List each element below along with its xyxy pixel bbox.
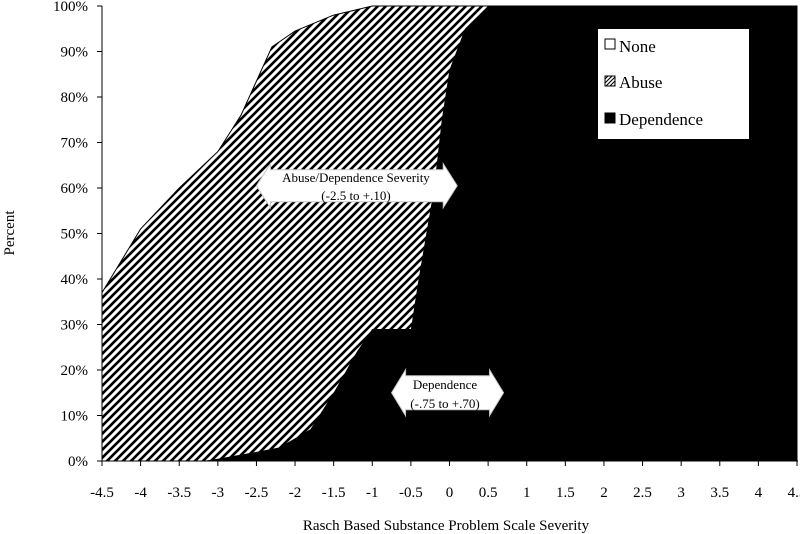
y-tick-label: 100% <box>53 0 88 15</box>
double-arrow-icon <box>255 162 458 210</box>
x-axis-title: Rasch Based Substance Problem Scale Seve… <box>303 518 590 534</box>
x-tick-label: -2 <box>289 485 302 501</box>
y-tick-label: 20% <box>61 363 89 379</box>
x-tick-label: -3.5 <box>167 485 191 501</box>
legend-swatch-abuse <box>604 75 616 87</box>
x-tick-label: 2 <box>600 485 608 501</box>
legend-swatch-dependence <box>604 112 616 124</box>
callout-2-line-1: Dependence <box>413 377 477 392</box>
legend-box <box>598 29 749 139</box>
y-axis-title: Percent <box>2 210 18 256</box>
x-tick-label: 1.5 <box>556 485 575 501</box>
x-tick-label: 1 <box>523 485 531 501</box>
y-tick-label: 70% <box>61 136 89 152</box>
x-tick-label: 4.5 <box>788 485 800 501</box>
y-tick-label: 50% <box>61 227 89 243</box>
x-tick-label: -4.5 <box>90 485 114 501</box>
x-tick-label: 3 <box>677 485 685 501</box>
x-tick-label: -0.5 <box>399 485 423 501</box>
callout-abuse-dependence: Abuse/Dependence Severity (-2.5 to +.10) <box>255 162 458 210</box>
y-tick-label: 40% <box>61 272 89 288</box>
double-arrow-icon <box>390 367 505 418</box>
y-tick-label: 90% <box>61 45 89 61</box>
x-tick-label: -1 <box>366 485 379 501</box>
x-tick-label: -2.5 <box>245 485 269 501</box>
y-tick-label: 80% <box>61 90 89 106</box>
legend: None Abuse Dependence <box>598 29 749 139</box>
legend-label-none: None <box>619 37 656 56</box>
callout-1-line-2: (-2.5 to +.10) <box>321 188 390 203</box>
legend-swatch-none <box>604 38 616 50</box>
callout-2-line-2: (-.75 to +.70) <box>410 396 479 411</box>
y-tick-label: 0% <box>68 454 88 470</box>
x-tick-label: -1.5 <box>322 485 346 501</box>
y-tick-label: 30% <box>61 318 89 334</box>
x-tick-label: -4 <box>134 485 147 501</box>
legend-label-abuse: Abuse <box>619 73 662 92</box>
x-tick-label: 4 <box>755 485 763 501</box>
x-tick-label: -3 <box>212 485 225 501</box>
legend-label-dependence: Dependence <box>619 110 703 129</box>
x-tick-label: 3.5 <box>710 485 729 501</box>
x-tick-label: 0.5 <box>479 485 498 501</box>
callout-1-line-1: Abuse/Dependence Severity <box>282 170 430 185</box>
y-tick-label: 60% <box>61 181 89 197</box>
y-tick-label: 10% <box>61 409 89 425</box>
x-tick-label: 2.5 <box>633 485 652 501</box>
x-tick-label: 0 <box>446 485 454 501</box>
callout-dependence: Dependence (-.75 to +.70) <box>390 367 505 418</box>
